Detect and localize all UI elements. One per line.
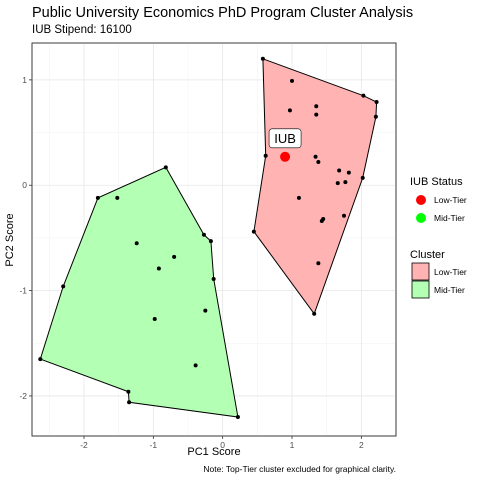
point-mid-tier — [163, 165, 168, 170]
iub-highlight: IUB — [268, 128, 302, 162]
point-low-tier — [260, 56, 265, 61]
point-low-tier — [360, 175, 365, 180]
point-low-tier — [313, 154, 318, 159]
legend-cluster-key-low — [411, 262, 430, 281]
legend-iub-status: IUB Status Low-Tier Mid-Tier — [410, 176, 467, 223]
point-low-tier — [342, 213, 346, 218]
legend-status-key-low — [416, 195, 426, 205]
point-mid-tier — [235, 415, 240, 420]
chart-title: Public University Economics PhD Program … — [32, 5, 413, 21]
point-low-tier — [312, 311, 317, 316]
point-mid-tier — [95, 195, 100, 200]
point-mid-tier — [38, 357, 43, 362]
y-axis-ticks: -2 -1 0 1 — [19, 75, 32, 401]
point-mid-tier — [127, 400, 132, 405]
point-low-tier — [314, 112, 319, 117]
iub-point — [280, 151, 291, 162]
point-low-tier — [319, 219, 324, 224]
point-mid-tier — [126, 389, 131, 394]
point-low-tier — [314, 104, 319, 109]
point-low-tier — [373, 114, 378, 119]
legend-status-label-mid: Mid-Tier — [434, 213, 465, 223]
point-low-tier — [335, 181, 340, 186]
iub-label: IUB — [274, 131, 296, 146]
point-mid-tier — [152, 317, 157, 322]
iub-label-box — [268, 128, 302, 149]
x-axis-ticks: -2 -1 0 1 2 — [80, 436, 364, 450]
point-low-tier — [287, 108, 292, 113]
point-low-tier — [346, 170, 351, 175]
chart-caption: Note: Top-Tier cluster excluded for grap… — [203, 464, 396, 474]
point-mid-tier — [208, 239, 213, 244]
point-low-tier — [263, 153, 268, 158]
legend-cluster-key-mid — [411, 280, 430, 299]
y-tick-label: -2 — [19, 391, 27, 401]
point-mid-tier — [193, 363, 198, 368]
point-low-tier — [337, 168, 342, 173]
x-tick-label: 0 — [220, 440, 225, 450]
plot-border — [31, 42, 397, 437]
point-low-tier — [343, 180, 348, 185]
point-mid-tier — [134, 241, 139, 246]
y-tick-label: 0 — [22, 180, 27, 190]
point-mid-tier — [172, 254, 177, 259]
legend-status-title: IUB Status — [410, 176, 463, 188]
x-tick-label: 2 — [359, 440, 364, 450]
point-mid-tier — [61, 284, 66, 289]
point-low-tier — [316, 261, 321, 266]
legend-status-label-low: Low-Tier — [434, 195, 467, 205]
point-mid-tier — [201, 232, 206, 237]
x-tick-label: -2 — [80, 440, 88, 450]
x-tick-label: 1 — [290, 440, 295, 450]
y-tick-label: -1 — [19, 286, 27, 296]
x-tick-label: -1 — [150, 440, 158, 450]
point-mid-tier — [211, 277, 216, 282]
legend-cluster: Cluster Low-Tier Mid-Tier — [410, 249, 467, 299]
y-tick-label: 1 — [22, 75, 27, 85]
point-low-tier — [251, 229, 256, 234]
chart-subtitle: IUB Stipend: 16100 — [32, 24, 132, 36]
data-points — [38, 56, 379, 420]
point-low-tier — [296, 195, 301, 200]
point-mid-tier — [203, 308, 208, 313]
point-low-tier — [361, 93, 366, 98]
point-low-tier — [374, 100, 379, 105]
legend-cluster-title: Cluster — [410, 249, 445, 261]
point-low-tier — [290, 78, 294, 83]
legend-cluster-label-mid: Mid-Tier — [434, 285, 465, 295]
legend-cluster-label-low: Low-Tier — [434, 267, 467, 277]
legend-status-key-mid — [416, 213, 426, 223]
point-low-tier — [316, 160, 321, 165]
point-mid-tier — [156, 266, 161, 271]
x-axis-title: PC1 Score — [187, 446, 240, 458]
y-axis-title: PC2 Score — [4, 213, 16, 266]
point-mid-tier — [115, 195, 120, 200]
cluster-hulls — [39, 58, 378, 418]
